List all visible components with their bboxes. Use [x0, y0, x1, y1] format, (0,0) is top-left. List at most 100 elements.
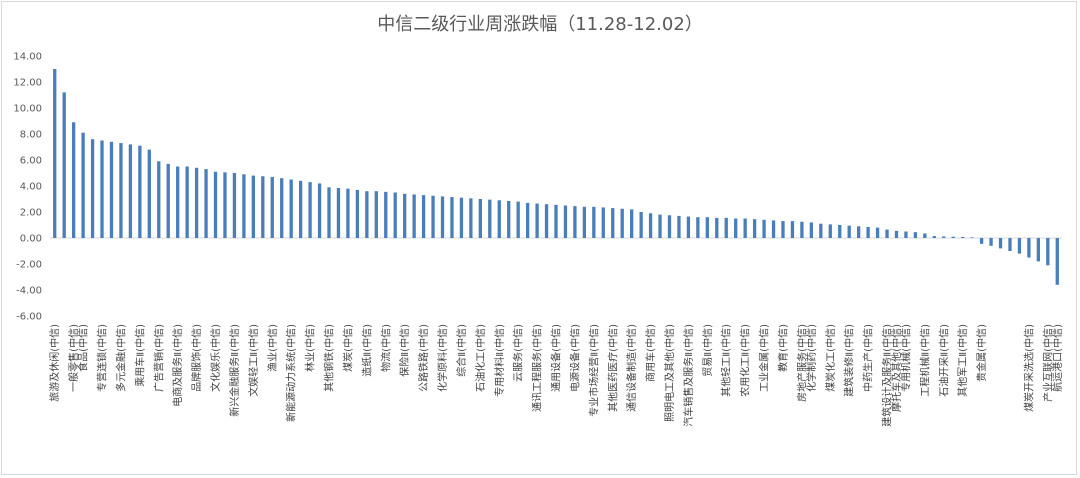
bar — [677, 215, 681, 238]
bar — [554, 204, 558, 238]
bar — [1008, 238, 1012, 251]
bar — [686, 216, 691, 238]
bar — [147, 149, 151, 238]
bar — [781, 221, 785, 238]
x-category-label: 煤炭开采洗选(中信) — [1022, 324, 1035, 412]
x-category-label: 汽车销售及服务Ⅱ(中信) — [682, 324, 695, 427]
bar — [989, 238, 993, 246]
bar — [365, 191, 369, 238]
bar — [289, 179, 293, 238]
y-tick-label: 10.00 — [13, 104, 42, 115]
bar — [998, 238, 1003, 249]
x-category-label: 林业(中信) — [304, 324, 317, 372]
bar — [71, 122, 76, 238]
bar — [223, 172, 227, 238]
bar — [507, 200, 511, 238]
bar — [1036, 238, 1041, 262]
x-axis-labels: 旅游及休闲(中信) 一般零售(中信)食品(中信) 专营连锁(中信) 多元金融(中信) 乘… — [48, 324, 1064, 427]
bar — [421, 195, 426, 238]
x-category-label: 品牌服饰(中信) — [190, 324, 203, 392]
x-category-label: 电源设备(中信) — [568, 324, 581, 392]
bar — [251, 175, 255, 238]
y-axis: 14.00 12.00 10.00 8.00 6.00 4.00 2.00 0.00 -2.00… — [13, 52, 1062, 323]
bar — [809, 222, 814, 238]
bar — [194, 167, 199, 238]
bar — [138, 145, 142, 238]
x-category-label: 摩托车及其他(中信) — [890, 324, 903, 412]
x-category-label: 煤炭(中信) — [341, 324, 354, 372]
bar — [81, 132, 85, 238]
bar — [563, 205, 568, 238]
bar — [847, 225, 851, 238]
bar — [346, 188, 350, 238]
bar — [450, 197, 454, 238]
bar — [100, 140, 104, 238]
bar — [857, 226, 861, 238]
x-category-label: 工业金属(中信) — [758, 324, 771, 392]
x-category-label: 通信设备制造(中信) — [625, 324, 638, 412]
bar — [696, 217, 700, 238]
bar — [459, 197, 464, 238]
bar — [592, 206, 596, 238]
x-category-label: 工程机械Ⅱ(中信) — [918, 324, 931, 397]
bar — [516, 201, 520, 238]
bar — [176, 166, 180, 238]
x-category-label: 农用化工Ⅱ(中信) — [739, 324, 752, 397]
x-category-label: 产业互联网(中信) — [1041, 324, 1054, 402]
bar — [403, 193, 407, 238]
x-category-label: 多元金融(中信) — [114, 324, 127, 392]
x-category-label: 新兴金融服务Ⅱ(中信) — [228, 324, 241, 417]
x-category-label: 文娱轻工Ⅱ(中信) — [247, 324, 260, 397]
bar — [298, 180, 303, 238]
x-category-label: 商用车(中信) — [644, 324, 657, 382]
x-category-label: 通用设备(中信) — [550, 324, 563, 392]
bar — [838, 225, 842, 238]
x-category-label: 煤炭化工(中信) — [824, 324, 837, 392]
bar — [979, 238, 984, 244]
bar-series — [53, 69, 1059, 285]
bar — [885, 229, 889, 238]
bar — [951, 236, 955, 238]
bar — [866, 226, 870, 238]
bar — [630, 209, 634, 238]
bar — [658, 214, 662, 238]
x-category-label: 中药生产(中信) — [862, 324, 875, 392]
bar — [355, 189, 360, 238]
chart-title: 中信二级行业周涨跌幅（11.28-12.02） — [377, 14, 703, 35]
x-category-label: 公路铁路(中信) — [417, 324, 430, 392]
bar — [705, 217, 709, 238]
bar — [932, 236, 936, 238]
bar — [90, 139, 95, 238]
bar — [525, 202, 530, 238]
bar — [923, 233, 927, 238]
bar — [53, 69, 57, 238]
y-tick-label: -4.00 — [16, 286, 42, 297]
x-category-label: 食品(中信) — [77, 324, 90, 372]
x-category-label: 其他军工Ⅱ(中信) — [956, 324, 969, 397]
bar — [611, 208, 615, 238]
bar — [601, 207, 605, 238]
x-category-label: 专用材料Ⅱ(中信) — [493, 324, 506, 397]
bar — [62, 92, 66, 239]
bar — [128, 144, 133, 238]
bar — [648, 213, 653, 238]
bar — [771, 220, 776, 238]
bar — [1017, 238, 1022, 254]
bar — [232, 173, 237, 238]
bar — [734, 218, 738, 238]
x-category-label: 渔业(中信) — [266, 324, 279, 372]
x-category-label: 专营连锁(中信) — [96, 324, 109, 392]
x-category-label: 保险Ⅱ(中信) — [398, 324, 411, 377]
x-category-label: 航运港口(中信) — [1051, 324, 1064, 392]
bar — [970, 237, 974, 238]
x-category-label: 物流(中信) — [379, 324, 392, 372]
bar — [942, 236, 946, 238]
bar — [478, 199, 482, 238]
bar — [242, 174, 246, 238]
x-category-label: 文化娱乐(中信) — [209, 324, 222, 392]
bar — [724, 217, 728, 238]
bar — [488, 199, 492, 238]
bar — [431, 195, 435, 238]
x-category-label: 照明电工及其他(中信) — [663, 324, 676, 422]
